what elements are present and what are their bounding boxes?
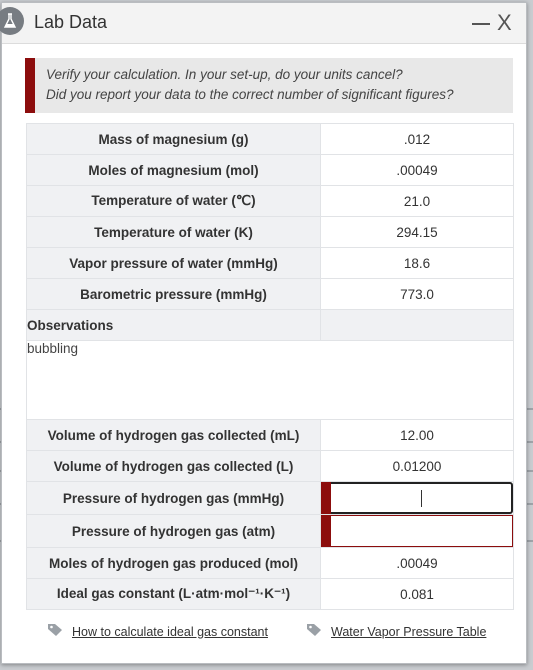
row-value: .012 xyxy=(320,123,514,155)
row-label: Volume of hydrogen gas collected (L) xyxy=(26,450,321,482)
table-row: Moles of hydrogen gas produced (mol) .00… xyxy=(26,547,514,579)
row-label: Temperature of water (K) xyxy=(26,216,321,248)
text-caret xyxy=(421,490,422,507)
row-value: 773.0 xyxy=(320,278,514,310)
row-label: Pressure of hydrogen gas (atm) xyxy=(26,514,321,548)
tag-icon xyxy=(47,623,63,640)
title-bar: Lab Data X xyxy=(0,3,526,44)
table-row: Volume of hydrogen gas collected (mL) 12… xyxy=(26,419,514,451)
row-label: Mass of magnesium (g) xyxy=(26,123,321,155)
table-row: Mass of magnesium (g) .012 xyxy=(26,123,514,155)
row-label: Barometric pressure (mmHg) xyxy=(26,278,321,310)
observations-text[interactable]: bubbling xyxy=(26,340,514,420)
table-row: Barometric pressure (mmHg) 773.0 xyxy=(26,278,514,310)
notice-line-1: Verify your calculation. In your set-up,… xyxy=(46,67,403,82)
lab-data-window: Lab Data X Verify your calculation. In y… xyxy=(0,2,527,664)
row-value: .00049 xyxy=(320,547,514,579)
notice-line-2: Did you report your data to the correct … xyxy=(46,87,454,102)
table-row: Volume of hydrogen gas collected (L) 0.0… xyxy=(26,450,514,482)
link-label: How to calculate ideal gas constant xyxy=(72,624,268,639)
table-row: Pressure of hydrogen gas (mmHg) xyxy=(26,481,514,515)
observations-row: bubbling xyxy=(26,340,514,420)
window-title: Lab Data xyxy=(34,12,108,32)
required-marker xyxy=(321,515,331,547)
row-value: 12.00 xyxy=(320,419,514,451)
row-label: Volume of hydrogen gas collected (mL) xyxy=(26,419,321,451)
observations-header-row: Observations xyxy=(26,309,514,341)
row-label: Vapor pressure of water (mmHg) xyxy=(26,247,321,279)
link-label: Water Vapor Pressure Table xyxy=(331,624,487,639)
table-row: Pressure of hydrogen gas (atm) xyxy=(26,514,514,548)
table-row: Moles of magnesium (mol) .00049 xyxy=(26,154,514,186)
row-label: Ideal gas constant (L·atm·mol⁻¹·K⁻¹) xyxy=(26,578,321,610)
lab-data-table: Mass of magnesium (g) .012 Moles of magn… xyxy=(26,123,514,610)
table-row: Temperature of water (℃) 21.0 xyxy=(26,185,514,217)
verification-notice: Verify your calculation. In your set-up,… xyxy=(25,58,513,113)
table-row: Temperature of water (K) 294.15 xyxy=(26,216,514,248)
water-vapor-pressure-link[interactable]: Water Vapor Pressure Table xyxy=(306,623,486,640)
minimize-icon[interactable] xyxy=(472,23,490,25)
tag-icon xyxy=(306,623,322,640)
required-marker xyxy=(321,482,331,514)
row-label: Temperature of water (℃) xyxy=(26,185,321,217)
table-row: Ideal gas constant (L·atm·mol⁻¹·K⁻¹) 0.0… xyxy=(26,578,514,610)
row-label: Moles of hydrogen gas produced (mol) xyxy=(26,547,321,579)
row-value: 0.01200 xyxy=(320,450,514,482)
row-value: 0.081 xyxy=(320,578,514,610)
pressure-mmhg-cell xyxy=(320,481,514,515)
ideal-gas-constant-link[interactable]: How to calculate ideal gas constant xyxy=(47,623,268,640)
row-value: 294.15 xyxy=(320,216,514,248)
observations-label: Observations xyxy=(26,309,321,341)
row-label: Moles of magnesium (mol) xyxy=(26,154,321,186)
pressure-mmhg-input[interactable] xyxy=(321,482,513,514)
row-value: .00049 xyxy=(320,154,514,186)
pressure-atm-cell xyxy=(320,514,514,548)
close-button[interactable]: X xyxy=(497,10,512,35)
row-value: 18.6 xyxy=(320,247,514,279)
row-label: Pressure of hydrogen gas (mmHg) xyxy=(26,481,321,515)
row-value: 21.0 xyxy=(320,185,514,217)
help-links: How to calculate ideal gas constant Wate… xyxy=(47,623,517,643)
observations-header-blank xyxy=(320,309,514,341)
table-row: Vapor pressure of water (mmHg) 18.6 xyxy=(26,247,514,279)
pressure-atm-input[interactable] xyxy=(321,515,513,547)
flask-icon xyxy=(0,7,24,35)
